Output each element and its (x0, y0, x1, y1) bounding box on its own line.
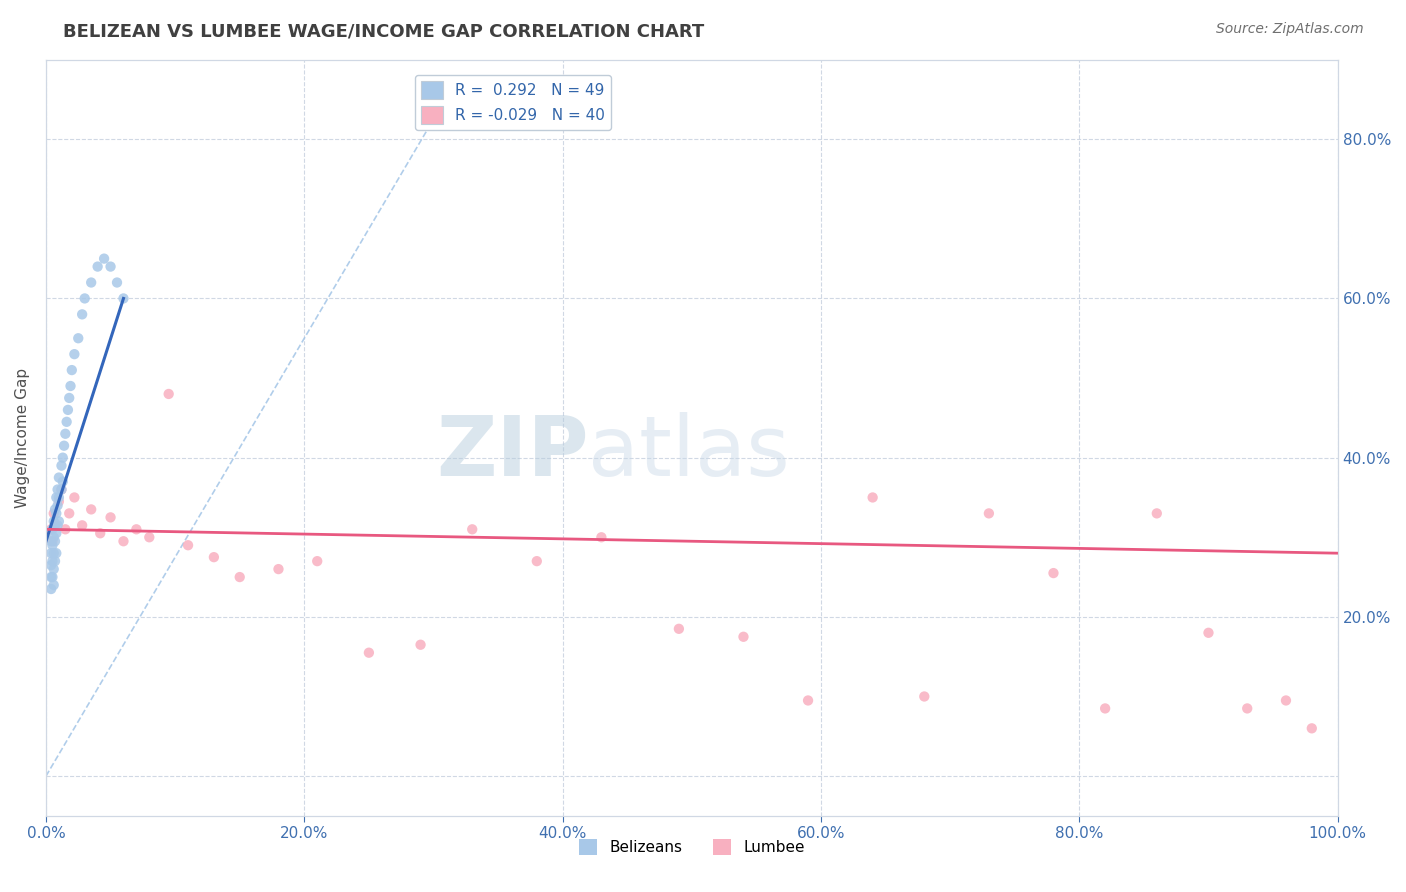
Point (52, 450, 75, 465)
Point (39, 522, 62, 536)
Point (112, 534, 135, 549)
Point (42, 578, 65, 592)
Point (53, 426, 76, 441)
Point (138, 530, 160, 544)
Point (80, 276, 103, 290)
Point (53, 522, 76, 536)
Point (41, 570, 63, 584)
Point (52, 475, 75, 489)
Point (45, 491, 67, 505)
Text: atlas: atlas (589, 412, 790, 493)
Point (42, 530, 65, 544)
Point (39, 546, 62, 560)
Point (1301, 722, 1323, 736)
Point (267, 562, 290, 576)
Point (44, 534, 66, 549)
Point (89, 526, 111, 541)
Point (45, 546, 67, 560)
Point (42, 546, 65, 560)
Point (112, 292, 135, 306)
Point (157, 387, 180, 401)
Point (73, 292, 96, 306)
Point (39, 570, 62, 584)
Text: BELIZEAN VS LUMBEE WAGE/INCOME GAP CORRELATION CHART: BELIZEAN VS LUMBEE WAGE/INCOME GAP CORRE… (63, 22, 704, 40)
Point (41, 534, 63, 549)
Point (70, 307, 93, 321)
Point (100, 510, 122, 524)
Point (526, 554, 548, 568)
Point (46, 499, 69, 513)
Point (977, 507, 1000, 521)
Point (46, 483, 69, 497)
Point (53, 439, 76, 453)
Point (39, 558, 62, 573)
Point (1094, 701, 1116, 715)
Point (105, 276, 128, 290)
Point (1198, 625, 1220, 640)
Point (58, 507, 80, 521)
Point (93, 252, 115, 266)
Point (59, 379, 82, 393)
Point (60, 363, 83, 377)
Point (44, 502, 66, 516)
Point (41, 538, 63, 552)
Point (125, 522, 148, 536)
Point (56, 403, 79, 417)
Point (48, 491, 70, 505)
Point (51, 458, 73, 473)
Point (41, 522, 63, 536)
Point (58, 391, 80, 405)
Point (862, 491, 884, 505)
Point (307, 554, 329, 568)
Point (63, 347, 86, 361)
Point (1042, 566, 1064, 580)
Point (357, 646, 380, 660)
Point (63, 491, 86, 505)
Point (45, 526, 67, 541)
Point (39, 582, 62, 596)
Point (45, 507, 67, 521)
Text: ZIP: ZIP (436, 412, 589, 493)
Point (86, 260, 108, 274)
Point (177, 538, 200, 552)
Point (912, 690, 935, 704)
Point (42, 514, 65, 528)
Point (42, 562, 65, 576)
Point (1146, 507, 1168, 521)
Point (46, 518, 69, 533)
Point (668, 622, 690, 636)
Point (409, 638, 432, 652)
Point (39, 534, 62, 549)
Point (70, 518, 93, 533)
Point (44, 554, 66, 568)
Y-axis label: Wage/Income Gap: Wage/Income Gap (15, 368, 30, 508)
Point (48, 494, 70, 508)
Point (1275, 693, 1298, 707)
Point (51, 483, 73, 497)
Point (591, 530, 613, 544)
Point (797, 693, 820, 707)
Point (733, 630, 755, 644)
Point (1236, 701, 1258, 715)
Point (461, 522, 484, 536)
Point (67, 331, 90, 345)
Point (55, 415, 77, 429)
Point (41, 554, 63, 568)
Point (44, 518, 66, 533)
Point (44, 518, 66, 533)
Point (42, 507, 65, 521)
Point (51, 483, 73, 497)
Point (48, 470, 70, 484)
Point (48, 514, 70, 528)
Text: Source: ZipAtlas.com: Source: ZipAtlas.com (1216, 22, 1364, 37)
Point (202, 550, 225, 565)
Point (100, 260, 122, 274)
Legend: R =  0.292   N = 49, R = -0.029   N = 40: R = 0.292 N = 49, R = -0.029 N = 40 (415, 75, 612, 130)
Point (80, 502, 103, 516)
Point (228, 570, 250, 584)
